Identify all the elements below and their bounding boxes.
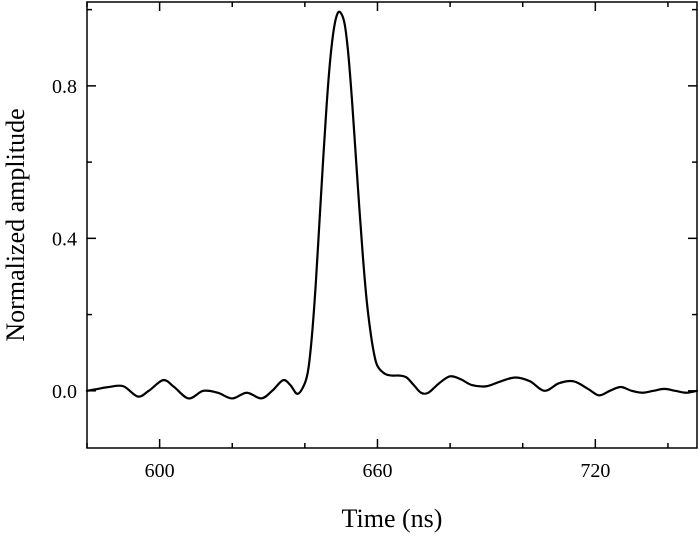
series-line (85, 10, 699, 400)
x-tick-label: 600 (145, 460, 175, 482)
y-axis-label: Normalized amplitude (1, 108, 30, 341)
x-tick-label: 720 (580, 460, 610, 482)
axis-ticks (86, 2, 697, 448)
plot-frame (86, 1, 698, 449)
y-tick-label: 0.0 (52, 381, 77, 403)
y-tick-label: 0.4 (52, 228, 77, 250)
x-axis-label: Time (ns) (342, 504, 443, 533)
y-tick-label: 0.8 (52, 76, 77, 98)
tick-labels: 600 660 720 0.0 0.4 0.8 (52, 76, 610, 482)
x-tick-label: 660 (362, 460, 392, 482)
